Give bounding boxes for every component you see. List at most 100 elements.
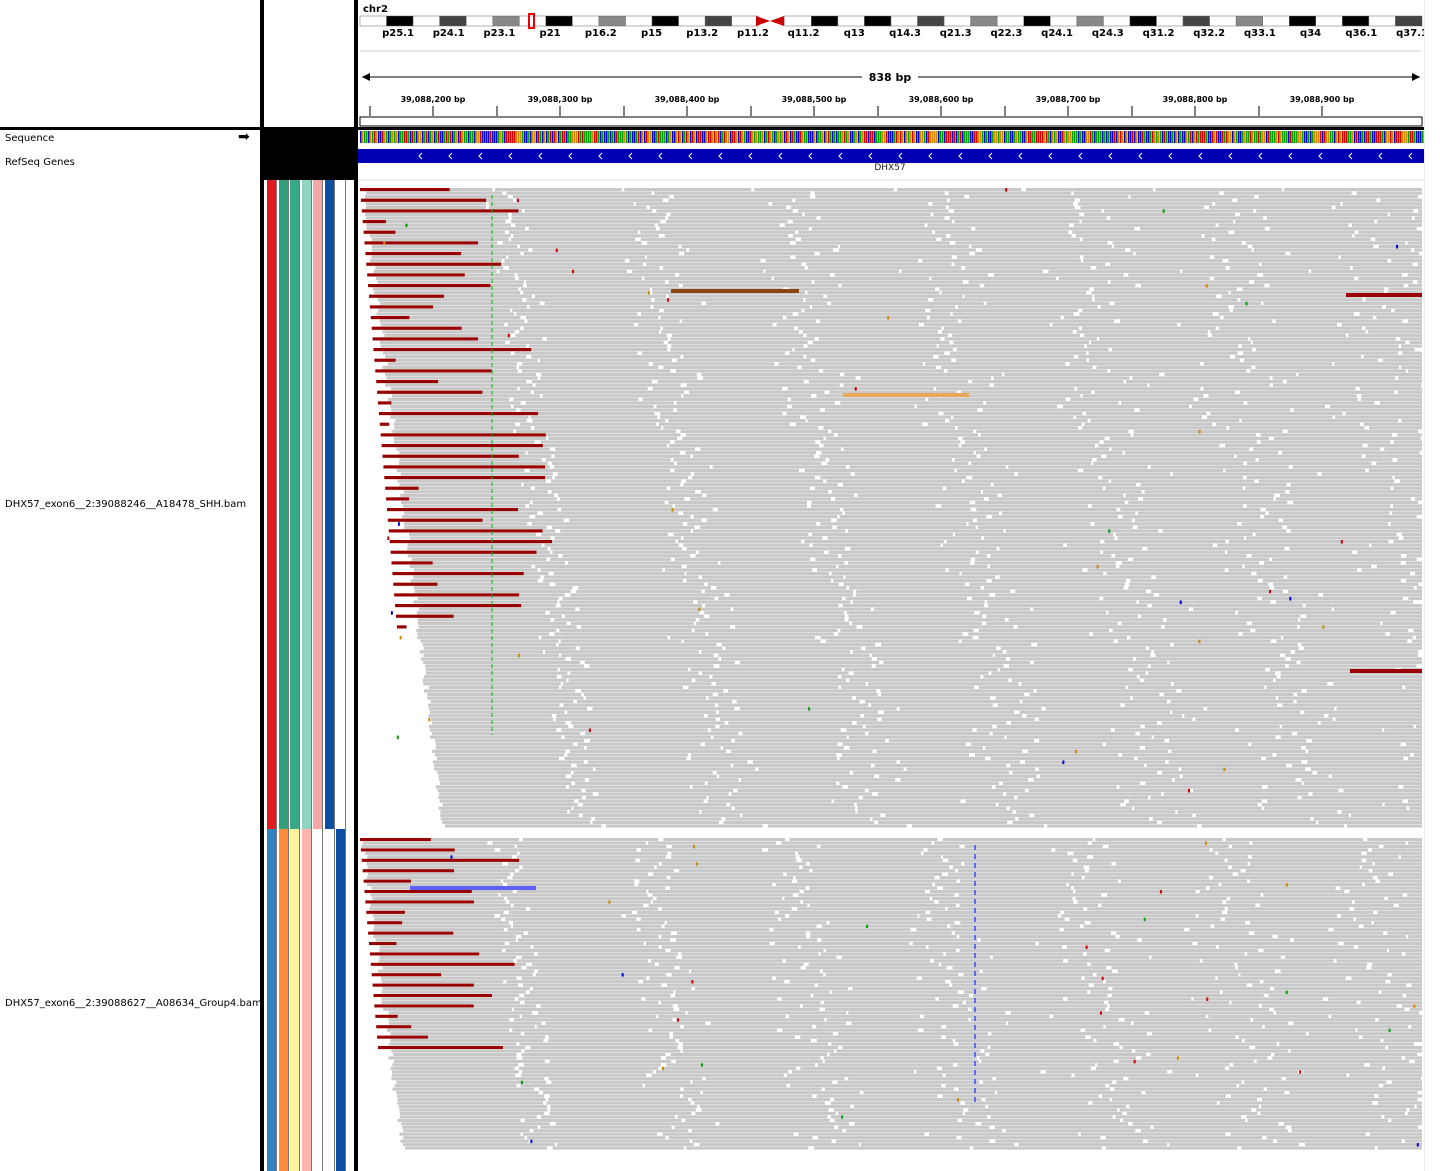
attribute-column[interactable] — [267, 180, 277, 829]
sequence-track[interactable] — [360, 131, 1424, 143]
read — [959, 948, 1105, 952]
read — [667, 983, 815, 987]
panel-divider-right[interactable] — [354, 0, 358, 1171]
base — [1024, 131, 1026, 143]
read — [788, 287, 935, 291]
attribute-column[interactable] — [267, 829, 277, 1171]
read — [525, 280, 666, 284]
read — [427, 692, 582, 697]
read — [529, 468, 671, 473]
base — [564, 131, 566, 143]
read — [965, 1111, 1123, 1115]
read — [1150, 1052, 1271, 1056]
read — [1376, 461, 1422, 465]
read — [673, 532, 809, 537]
base — [796, 131, 798, 143]
read — [818, 1136, 957, 1140]
base — [808, 131, 810, 143]
read — [693, 515, 838, 519]
base — [1344, 131, 1346, 143]
attribute-column[interactable] — [301, 829, 312, 1171]
read — [595, 767, 756, 771]
chromosome-ideogram[interactable]: p25.1 p24.1 p23.1 p21 p16.2 p15 p13.2 p11.2 q11.… — [359, 13, 1424, 39]
read — [385, 355, 527, 359]
attribute-column[interactable] — [324, 829, 335, 1171]
read — [666, 1056, 821, 1060]
right-arrow-icon[interactable]: ➡ — [238, 129, 250, 145]
attribute-column[interactable] — [313, 180, 323, 829]
base — [1076, 131, 1078, 143]
read — [400, 493, 555, 497]
read — [1151, 589, 1283, 593]
read — [524, 1000, 659, 1004]
read — [1169, 660, 1297, 665]
cytoband — [651, 15, 679, 27]
read — [661, 907, 792, 911]
read — [1414, 216, 1422, 220]
left-chevron-icon — [628, 152, 633, 160]
read — [1110, 948, 1259, 952]
attribute-column[interactable] — [336, 180, 346, 829]
gene-feature-dhx57[interactable] — [358, 149, 1424, 163]
read — [1256, 209, 1414, 213]
read — [1218, 851, 1362, 855]
read — [998, 803, 1121, 807]
read — [955, 532, 1113, 537]
ruler[interactable]: 39,088,200 bp 39,088,300 bp 39,088,400 bp 3… — [369, 95, 1355, 116]
gene-name-label[interactable]: DHX57 — [874, 163, 905, 173]
data-panel[interactable]: chr2 p25.1 p24.1 p23.1 p21 p16.2 p15 p13.2 p11.… — [358, 0, 1424, 1171]
read — [988, 604, 1148, 608]
read — [984, 284, 1136, 288]
softclipped-read — [377, 1035, 428, 1039]
bam2-track-label[interactable]: DHX57_exon6__2:39088627__A08634_Group4.b… — [5, 998, 262, 1009]
read — [519, 1066, 659, 1070]
base — [930, 131, 932, 143]
read — [1333, 682, 1422, 686]
attribute-column[interactable] — [336, 829, 346, 1171]
panel-divider-left[interactable] — [260, 0, 264, 1171]
read — [412, 582, 550, 586]
read — [1171, 749, 1306, 753]
read — [440, 781, 572, 785]
read — [1264, 806, 1407, 810]
base — [966, 131, 968, 143]
base — [804, 131, 806, 143]
bam1-track-label[interactable]: DHX57_exon6__2:39088246__A18478_SHH.bam — [5, 499, 247, 510]
vertical-scrollbar[interactable] — [1424, 0, 1440, 1171]
read — [1118, 1042, 1277, 1046]
base — [556, 131, 558, 143]
read — [878, 820, 1008, 825]
read — [953, 340, 1089, 345]
left-chevron-icon — [1198, 152, 1203, 160]
chromosome-label[interactable]: chr2 — [363, 4, 388, 15]
read — [682, 284, 839, 288]
read — [1335, 415, 1422, 419]
alignment-track-bam2[interactable] — [360, 838, 1422, 1150]
read — [704, 742, 838, 746]
base — [1142, 131, 1144, 143]
base — [874, 131, 876, 143]
read — [365, 879, 501, 883]
attribute-column[interactable] — [278, 829, 289, 1171]
read — [1258, 479, 1395, 483]
base — [1390, 131, 1392, 143]
alignment-track-bam1[interactable] — [360, 188, 1422, 828]
attribute-column[interactable] — [278, 180, 289, 829]
base — [1028, 131, 1030, 143]
attribute-column[interactable] — [290, 829, 300, 1171]
attribute-column[interactable] — [301, 180, 312, 829]
attribute-column[interactable] — [313, 829, 323, 1171]
read — [429, 710, 565, 714]
read — [961, 639, 1114, 643]
attribute-panel-bam1[interactable] — [264, 180, 354, 829]
sequence-track-label[interactable]: Sequence — [5, 133, 55, 144]
read — [1058, 276, 1210, 281]
attribute-column[interactable] — [324, 180, 335, 829]
refseq-track-label[interactable]: RefSeq Genes — [5, 157, 75, 168]
read — [1408, 319, 1422, 323]
base — [570, 131, 572, 143]
attribute-panel-bam2[interactable] — [264, 829, 354, 1171]
read — [579, 646, 723, 650]
read — [561, 675, 710, 679]
attribute-column[interactable] — [290, 180, 300, 829]
